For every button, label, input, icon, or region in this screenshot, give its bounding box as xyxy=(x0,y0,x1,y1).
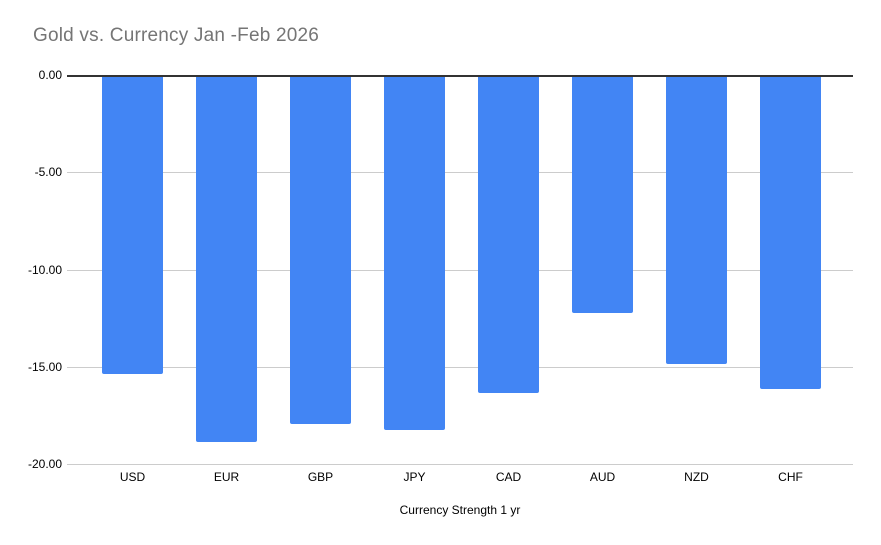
bar-usd[interactable] xyxy=(102,76,163,374)
bar-nzd[interactable] xyxy=(666,76,727,364)
gridline xyxy=(67,463,853,465)
x-tick-label-aud: AUD xyxy=(589,470,616,484)
x-tick-label-gbp: GBP xyxy=(307,470,334,484)
gridline xyxy=(67,366,853,368)
y-tick-label: -5.00 xyxy=(34,165,62,179)
bar-aud[interactable] xyxy=(572,76,633,313)
y-tick-label: -20.00 xyxy=(27,457,62,471)
gridline xyxy=(67,269,853,271)
y-tick-label: -15.00 xyxy=(27,360,62,374)
x-tick-label-nzd: NZD xyxy=(684,470,709,484)
chart-title: Gold vs. Currency Jan -Feb 2026 xyxy=(33,25,320,46)
bar-cad[interactable] xyxy=(478,76,539,393)
x-tick-label-usd: USD xyxy=(119,470,146,484)
x-tick-label-eur: EUR xyxy=(213,470,240,484)
bar-gbp[interactable] xyxy=(290,76,351,424)
zero-baseline xyxy=(67,75,853,77)
gridline xyxy=(67,171,853,173)
bar-eur[interactable] xyxy=(196,76,257,442)
y-tick-label: 0.00 xyxy=(38,68,62,82)
y-tick-label: -10.00 xyxy=(27,263,62,277)
bar-jpy[interactable] xyxy=(384,76,445,430)
x-tick-label-jpy: JPY xyxy=(403,470,426,484)
x-tick-label-chf: CHF xyxy=(778,470,803,484)
plot-area xyxy=(67,75,853,465)
bar-chf[interactable] xyxy=(760,76,821,389)
x-tick-label-cad: CAD xyxy=(495,470,522,484)
x-axis-title: Currency Strength 1 yr xyxy=(399,503,521,517)
